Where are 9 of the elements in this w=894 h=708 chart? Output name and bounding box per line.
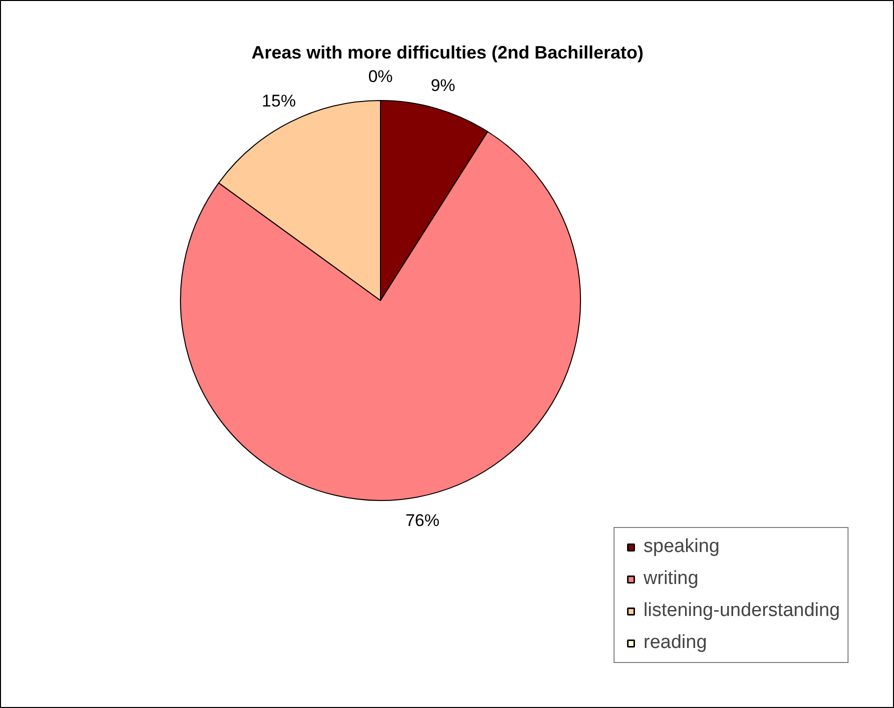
legend-label: reading [644, 632, 707, 654]
text: 0% [368, 67, 393, 86]
legend-label: listening-understanding [644, 600, 840, 622]
chart-title: Areas with more difficulties (2nd Bachillerato) [251, 42, 644, 62]
legend-label: writing [644, 568, 698, 590]
data-label: 76% [405, 511, 440, 530]
data-label: 9% [430, 76, 456, 95]
legend-label: speaking [644, 536, 720, 558]
data-label: 15% [262, 91, 296, 110]
